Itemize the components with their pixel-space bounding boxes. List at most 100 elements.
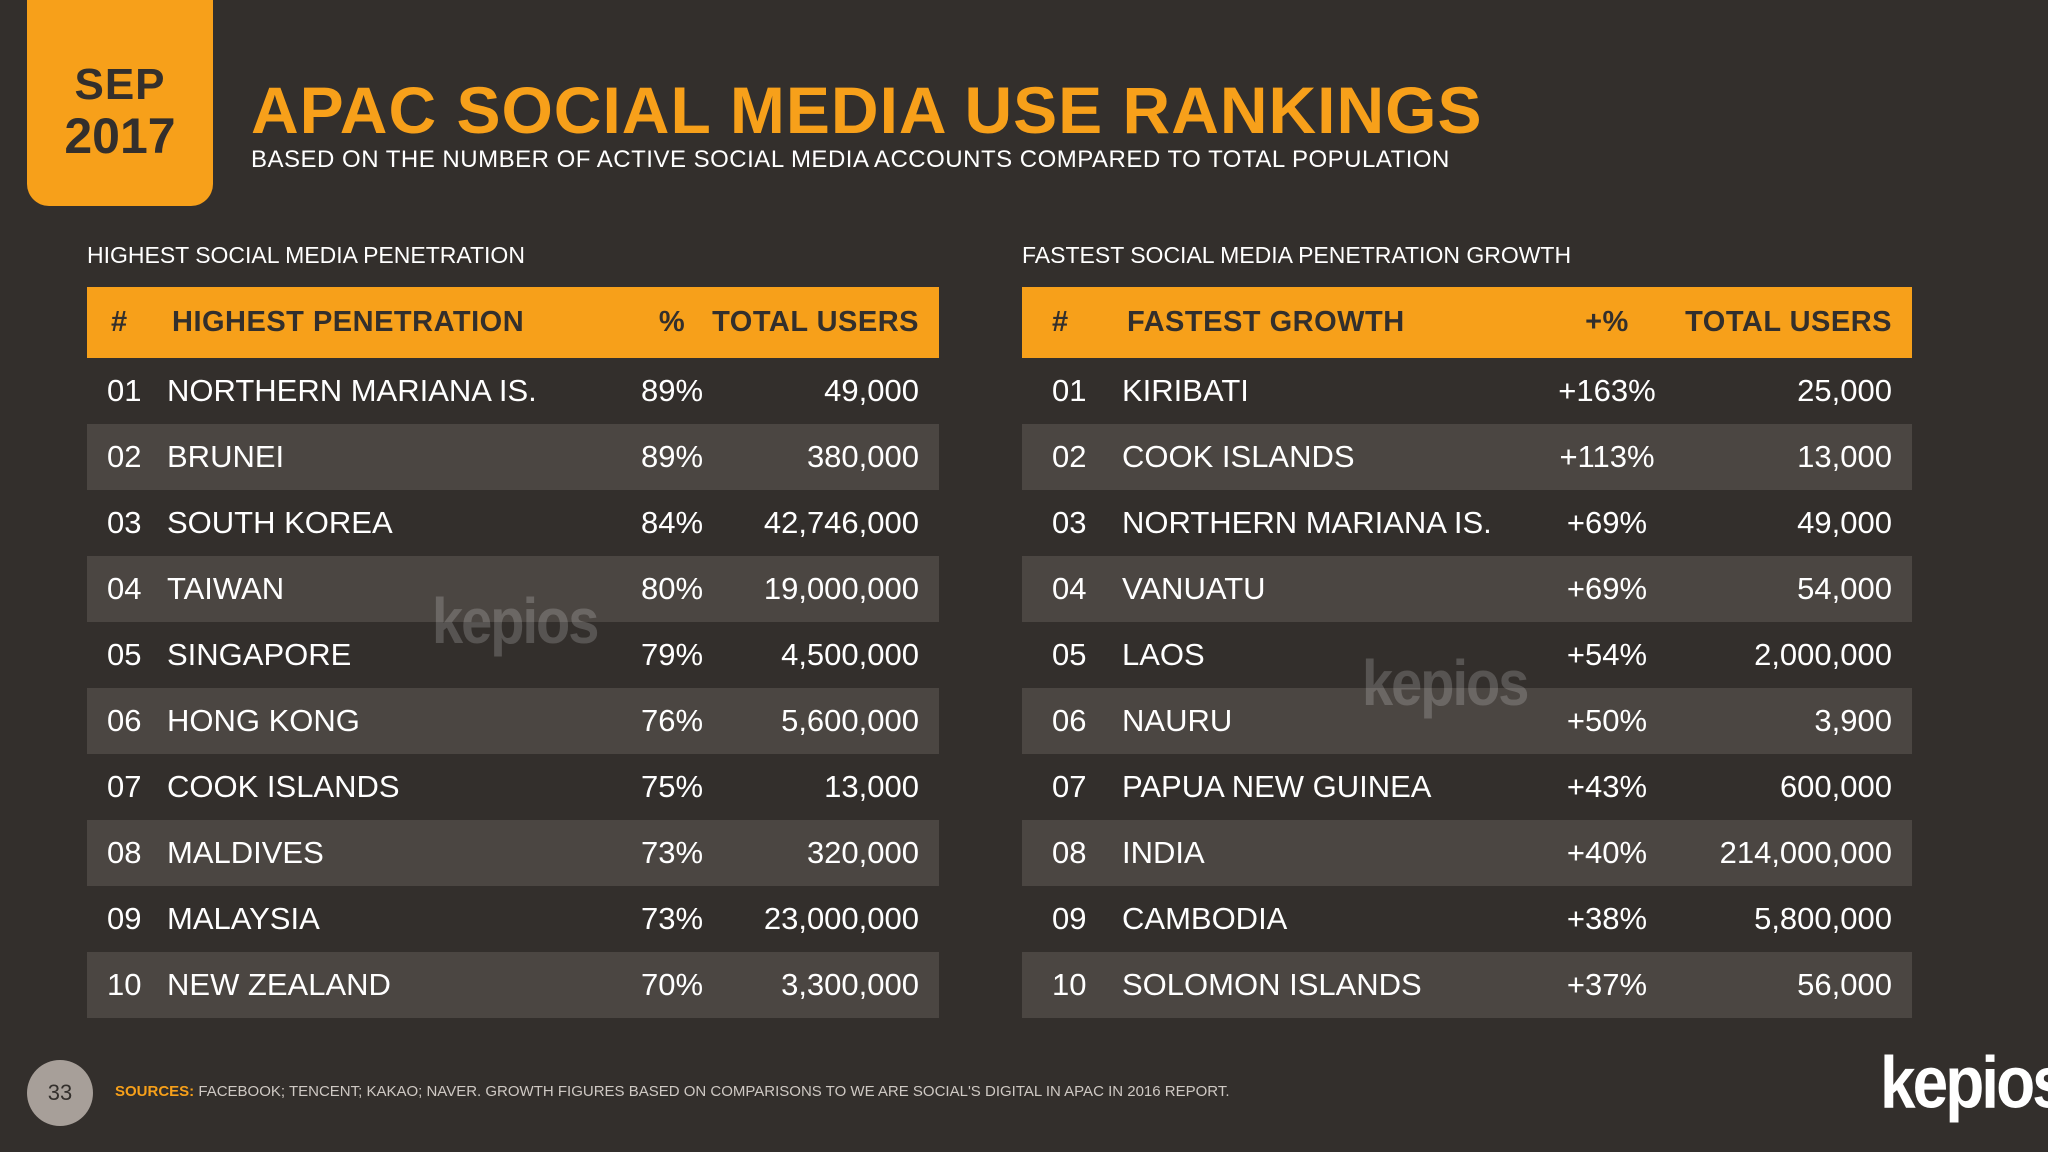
row-name: KIRIBATI [1122,373,1249,408]
row-pct: +43% [1566,769,1648,804]
row-pct: 73% [640,835,704,870]
row-users: 3,900 [1814,703,1892,738]
row-rank: 08 [1052,835,1087,870]
row-pct: +69% [1566,571,1648,606]
table-row: 04 VANUATU +69% 54,000 [1022,556,1912,622]
row-users: 54,000 [1797,571,1892,606]
row-pct: 73% [640,901,704,936]
row-users: 5,800,000 [1754,901,1892,936]
table-header: # HIGHEST PENETRATION % TOTAL USERS [87,287,939,358]
row-users: 2,000,000 [1754,637,1892,672]
row-name: SINGAPORE [167,637,352,672]
row-pct: 84% [640,505,704,540]
row-rank: 06 [107,703,142,738]
sources-text: FACEBOOK; TENCENT; KAKAO; NAVER. GROWTH … [198,1083,1230,1100]
highest-penetration-table: # HIGHEST PENETRATION % TOTAL USERS 01 NO… [87,287,939,1018]
row-users: 13,000 [1797,439,1892,474]
row-name: NORTHERN MARIANA IS. [1122,505,1492,540]
row-pct: 89% [640,373,704,408]
row-rank: 02 [107,439,142,474]
row-rank: 10 [107,967,142,1002]
table-row: 01 KIRIBATI +163% 25,000 [1022,358,1912,424]
table-row: 05 LAOS +54% 2,000,000 [1022,622,1912,688]
table-row: 06 NAURU +50% 3,900 [1022,688,1912,754]
row-pct: +163% [1558,373,1656,408]
row-rank: 10 [1052,967,1087,1002]
row-rank: 01 [1052,373,1087,408]
row-rank: 02 [1052,439,1087,474]
row-users: 42,746,000 [763,505,919,540]
row-name: NAURU [1122,703,1233,738]
row-users: 4,500,000 [781,637,919,672]
table-header: # FASTEST GROWTH +% TOTAL USERS [1022,287,1912,358]
row-pct: +37% [1566,967,1648,1002]
row-name: COOK ISLANDS [1122,439,1355,474]
row-name: NORTHERN MARIANA IS. [167,373,537,408]
row-name: MALDIVES [167,835,324,870]
row-name: COOK ISLANDS [167,769,400,804]
row-name: MALAYSIA [167,901,320,936]
row-rank: 06 [1052,703,1087,738]
row-rank: 07 [1052,769,1087,804]
table-row: 01 NORTHERN MARIANA IS. 89% 49,000 [87,358,939,424]
row-users: 380,000 [806,439,919,474]
badge-year: 2017 [64,108,176,164]
row-name: BRUNEI [167,439,285,474]
header-users: TOTAL USERS [1685,306,1892,338]
table-row: 05 SINGAPORE 79% 4,500,000 [87,622,939,688]
table-row: 03 NORTHERN MARIANA IS. +69% 49,000 [1022,490,1912,556]
header-rank: # [111,306,128,338]
row-pct: 89% [640,439,704,474]
table-row: 10 NEW ZEALAND 70% 3,300,000 [87,952,939,1018]
row-rank: 08 [107,835,142,870]
row-pct: +69% [1566,505,1648,540]
table-row: 02 COOK ISLANDS +113% 13,000 [1022,424,1912,490]
page-number: 33 [27,1060,93,1126]
row-rank: 03 [107,505,142,540]
row-pct: +38% [1566,901,1648,936]
table-row: 08 INDIA +40% 214,000,000 [1022,820,1912,886]
row-rank: 09 [1052,901,1087,936]
row-users: 23,000,000 [763,901,919,936]
row-pct: 76% [640,703,704,738]
page-subtitle: BASED ON THE NUMBER OF ACTIVE SOCIAL MED… [251,146,1450,173]
row-users: 320,000 [806,835,919,870]
row-users: 49,000 [1797,505,1892,540]
row-name: VANUATU [1122,571,1266,606]
row-users: 214,000,000 [1719,835,1892,870]
row-name: PAPUA NEW GUINEA [1122,769,1432,804]
row-rank: 01 [107,373,142,408]
row-pct: 80% [640,571,704,606]
fastest-growth-table: # FASTEST GROWTH +% TOTAL USERS 01 KIRIBA… [1022,287,1912,1018]
row-pct: 70% [640,967,704,1002]
row-name: NEW ZEALAND [167,967,391,1002]
row-users: 19,000,000 [763,571,919,606]
table-row: 04 TAIWAN 80% 19,000,000 [87,556,939,622]
row-rank: 04 [1052,571,1087,606]
row-pct: 75% [640,769,704,804]
row-rank: 05 [107,637,142,672]
row-users: 5,600,000 [781,703,919,738]
sources-note: SOURCES: FACEBOOK; TENCENT; KAKAO; NAVER… [115,1083,1230,1100]
page-title: APAC SOCIAL MEDIA USE RANKINGS [251,73,1483,147]
header-name: HIGHEST PENETRATION [172,306,525,338]
row-name: SOUTH KOREA [167,505,393,540]
row-name: INDIA [1122,835,1205,870]
row-users: 25,000 [1797,373,1892,408]
watermark-logo: kepios [432,584,599,657]
row-users: 49,000 [824,373,919,408]
table-row: 09 CAMBODIA +38% 5,800,000 [1022,886,1912,952]
row-rank: 05 [1052,637,1087,672]
right-section-label: FASTEST SOCIAL MEDIA PENETRATION GROWTH [1022,242,1572,268]
row-pct: +113% [1559,439,1655,474]
kepios-logo: kepios [1880,1040,2048,1124]
date-badge: SEP 2017 [27,0,213,206]
table-row: 10 SOLOMON ISLANDS +37% 56,000 [1022,952,1912,1018]
row-name: SOLOMON ISLANDS [1122,967,1422,1002]
badge-month: SEP [74,60,166,109]
row-users: 600,000 [1779,769,1892,804]
table-row: 08 MALDIVES 73% 320,000 [87,820,939,886]
row-pct: 79% [640,637,704,672]
sources-label: SOURCES: [115,1083,195,1100]
